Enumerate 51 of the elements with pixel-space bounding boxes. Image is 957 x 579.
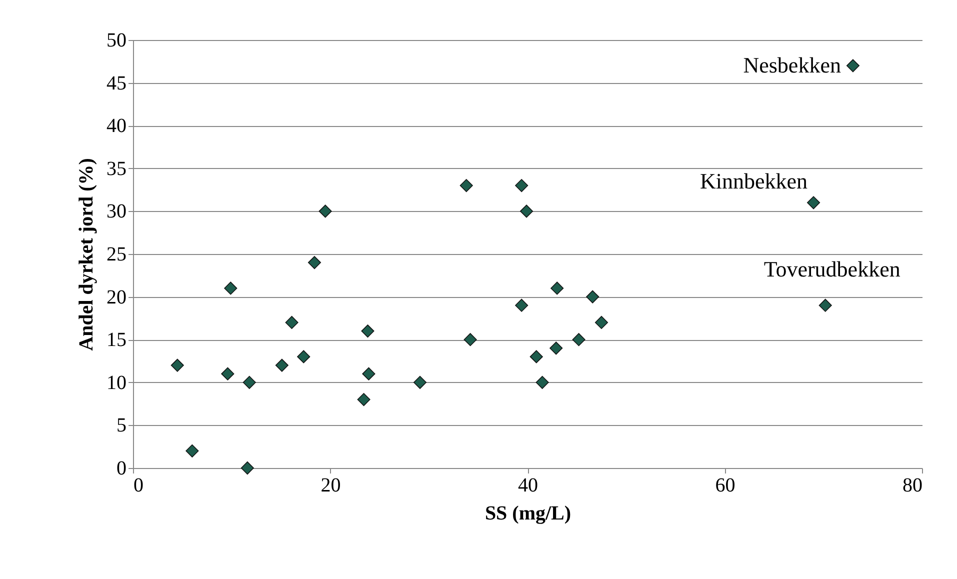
point xyxy=(361,324,374,338)
x-tick-label: 0 xyxy=(134,474,144,496)
y-tick-label: 0 xyxy=(116,458,126,480)
point xyxy=(186,444,199,458)
point xyxy=(275,358,288,372)
point xyxy=(170,358,184,372)
point xyxy=(362,367,376,380)
point xyxy=(530,350,543,364)
point xyxy=(594,316,608,330)
point xyxy=(318,204,332,218)
point xyxy=(464,333,477,346)
point xyxy=(846,59,860,72)
point xyxy=(460,178,473,192)
y-axis-title: Andel dyrket jord (%) xyxy=(76,158,98,351)
y-tick-label: 45 xyxy=(106,72,126,94)
y-tick-label: 30 xyxy=(106,200,126,223)
point xyxy=(550,342,563,355)
x-tick-label: 80 xyxy=(902,474,922,496)
y-tick-label: 10 xyxy=(106,372,126,394)
point xyxy=(224,282,238,295)
point xyxy=(806,196,820,210)
y-tick-label: 15 xyxy=(106,329,126,352)
y-tick-label: 40 xyxy=(106,115,126,138)
annotation: Toverudbekken xyxy=(764,256,900,282)
x-axis-title: SS (mg/L) xyxy=(484,502,572,524)
x-tick-label: 40 xyxy=(518,474,538,496)
y-tick-label: 20 xyxy=(106,286,126,308)
y-tick-label: 25 xyxy=(106,244,126,266)
point xyxy=(520,204,534,218)
point xyxy=(572,333,586,346)
point xyxy=(536,376,549,389)
point xyxy=(550,282,564,295)
annotation: Kinnbekken xyxy=(700,168,808,194)
point xyxy=(285,316,298,330)
point xyxy=(413,376,427,389)
point xyxy=(308,256,321,270)
x-tick-label: 20 xyxy=(320,474,341,496)
point xyxy=(240,461,254,475)
y-tick-label: 50 xyxy=(106,30,126,52)
point xyxy=(357,392,370,406)
y-tick-label: 35 xyxy=(106,158,126,180)
point xyxy=(297,350,310,364)
point xyxy=(515,178,528,192)
x-tick-label: 60 xyxy=(715,474,736,496)
point xyxy=(242,376,256,389)
point xyxy=(818,298,832,312)
point xyxy=(515,298,528,312)
annotation: Nesbekken xyxy=(743,52,841,78)
y-tick-label: 5 xyxy=(116,414,126,437)
point xyxy=(221,367,234,380)
point xyxy=(586,290,600,304)
